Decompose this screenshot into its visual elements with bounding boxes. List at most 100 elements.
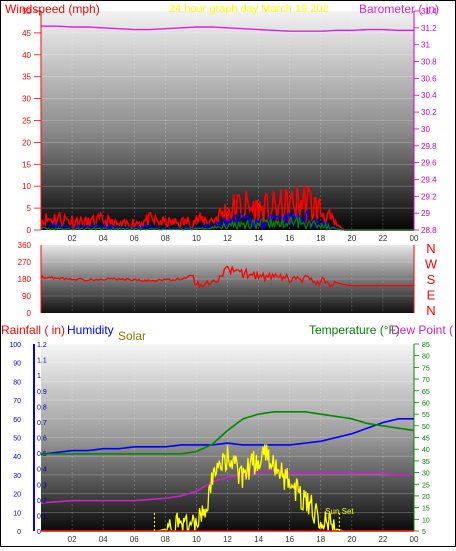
compass-label: N	[426, 303, 435, 318]
dewpoint-axis-label: Dew Point (	[391, 323, 453, 337]
direction-tick-label: 90	[22, 292, 31, 301]
barometer-tick-label: 30.2	[421, 108, 437, 117]
hour-tick-label: 04	[99, 234, 108, 243]
temperature-tick-label: 20	[422, 494, 430, 501]
humidity-tick-label: 100	[9, 342, 21, 349]
top-grid	[41, 10, 415, 230]
humidity-tick-label: 20	[13, 492, 21, 499]
windspeed-axis-label: Windspeed (mph)	[5, 2, 100, 16]
barometer-axis-label: Barometer ( in)	[359, 2, 439, 16]
hour-tick-label: 22	[378, 234, 387, 243]
humidity-tick-label: 10	[13, 510, 21, 517]
hour-tick-label: 18	[316, 234, 325, 243]
windspeed-tick-label: 0	[27, 226, 32, 235]
barometer-ticks: 31.4 31.2 31 30.8 30.6 30.4 30.2 30 29.8 29.6 29.4…	[413, 7, 437, 235]
rainfall-tick-label: 0.4	[37, 467, 47, 474]
temperature-tick-label: 30	[422, 471, 430, 478]
hour-tick-label: 14	[254, 535, 263, 544]
rainfall-tick-label: 0.2	[37, 498, 47, 505]
top-series-group	[40, 25, 414, 232]
humidity-tick-label: 90	[13, 361, 21, 368]
temperature-tick-label: 35	[422, 459, 430, 466]
temperature-tick-label: 15	[422, 506, 430, 513]
hour-tick-label: 18	[316, 535, 325, 544]
direction-tick-label: 360	[18, 241, 32, 250]
hour-tick-label: 00	[410, 535, 419, 544]
barometer-tick-label: 29.4	[421, 175, 437, 184]
windspeed-tick-label: 25	[22, 117, 31, 126]
barometer-tick-label: 30.8	[421, 58, 437, 67]
hour-tick-label: 02	[68, 234, 77, 243]
temperature-tick-label: 5	[422, 529, 426, 536]
top-plot-area	[41, 11, 414, 230]
rainfall-tick-label: 0.3	[37, 482, 47, 489]
barometer-tick-label: 30	[421, 125, 430, 134]
hour-tick-label: 22	[378, 535, 387, 544]
barometer-tick-label: 31.2	[421, 24, 437, 33]
hour-tick-label: 02	[68, 535, 77, 544]
temperature-tick-label: 55	[422, 412, 430, 419]
windspeed-tick-label: 20	[22, 138, 31, 147]
temperature-tick-label: 25	[422, 482, 430, 489]
rainfall-tick-label: 1	[37, 373, 41, 380]
temperature-tick-label: 45	[422, 436, 430, 443]
humidity-tick-label: 30	[13, 473, 21, 480]
bottom-panel: Rainfall ( in) Humidity Solar Temperatur…	[1, 323, 453, 544]
direction-ticks: 360 270 180 90 0	[18, 241, 415, 318]
windspeed-tick-label: 5	[27, 204, 32, 213]
rainfall-axis-label: Rainfall ( in)	[1, 323, 65, 337]
compass-label: S	[427, 272, 436, 287]
hour-tick-label: 06	[130, 234, 139, 243]
dewpoint-line	[40, 469, 414, 504]
bottom-series-group	[40, 410, 415, 532]
barometer-tick-label: 31	[421, 41, 430, 50]
temperature-line	[41, 410, 415, 455]
temperature-tick-label: 60	[422, 400, 430, 407]
wind-avg-line	[40, 215, 414, 232]
hour-tick-label: 16	[285, 234, 294, 243]
barometer-tick-label: 31.4	[421, 7, 437, 16]
rainfall-tick-label: 0.5	[37, 451, 47, 458]
solar-axis-label: Solar	[118, 329, 146, 343]
windspeed-tick-label: 35	[22, 73, 31, 82]
compass-label: W	[425, 257, 438, 272]
temperature-tick-label: 80	[422, 354, 430, 361]
barometer-tick-label: 30.6	[421, 74, 437, 83]
bottom-hour-ticks: 02 04 06 08 10 12 14 16 18 20 22 00	[68, 535, 419, 544]
humidity-tick-label: 80	[13, 379, 21, 386]
barometer-tick-label: 29.2	[421, 192, 437, 201]
top-hour-ticks: 02 04 06 08 10 12 14 16 18 20 22 00	[68, 234, 419, 243]
rainfall-ticks: 1.2 1.1 1 0.9 0.8 0.7 0.6 0.5 0.4 0.3 0.2 0.1 0	[37, 342, 47, 536]
hour-tick-label: 20	[347, 535, 356, 544]
direction-tick-label: 0	[27, 309, 32, 318]
temperature-tick-label: 65	[422, 389, 430, 396]
hour-tick-label: 20	[347, 234, 356, 243]
barometer-tick-label: 29.6	[421, 159, 437, 168]
sunset-label: Sun Set	[325, 507, 354, 516]
mid-plot-area	[41, 245, 414, 313]
mid-series-group	[40, 265, 414, 289]
hour-tick-label: 04	[99, 535, 108, 544]
chart-title: 24 hour graph day March 19 202	[169, 3, 329, 15]
windspeed-tick-label: 15	[22, 160, 31, 169]
temperature-tick-label: 75	[422, 365, 430, 372]
temperature-tick-label: 10	[422, 517, 430, 524]
direction-tick-label: 270	[18, 258, 32, 267]
hour-tick-label: 06	[130, 535, 139, 544]
hour-tick-label: 08	[161, 535, 170, 544]
rainfall-tick-label: 1.1	[37, 358, 47, 365]
rainfall-tick-label: 0.9	[37, 389, 47, 396]
bottom-annotations: Sun Set	[153, 507, 354, 531]
windspeed-tick-label: 50	[22, 7, 31, 16]
windspeed-tick-label: 40	[22, 51, 31, 60]
rainfall-tick-label: 1.2	[37, 342, 47, 349]
humidity-tick-label: 60	[13, 417, 21, 424]
hour-tick-label: 12	[223, 535, 232, 544]
top-panel: Windspeed (mph) 24 hour graph day March …	[5, 2, 439, 243]
